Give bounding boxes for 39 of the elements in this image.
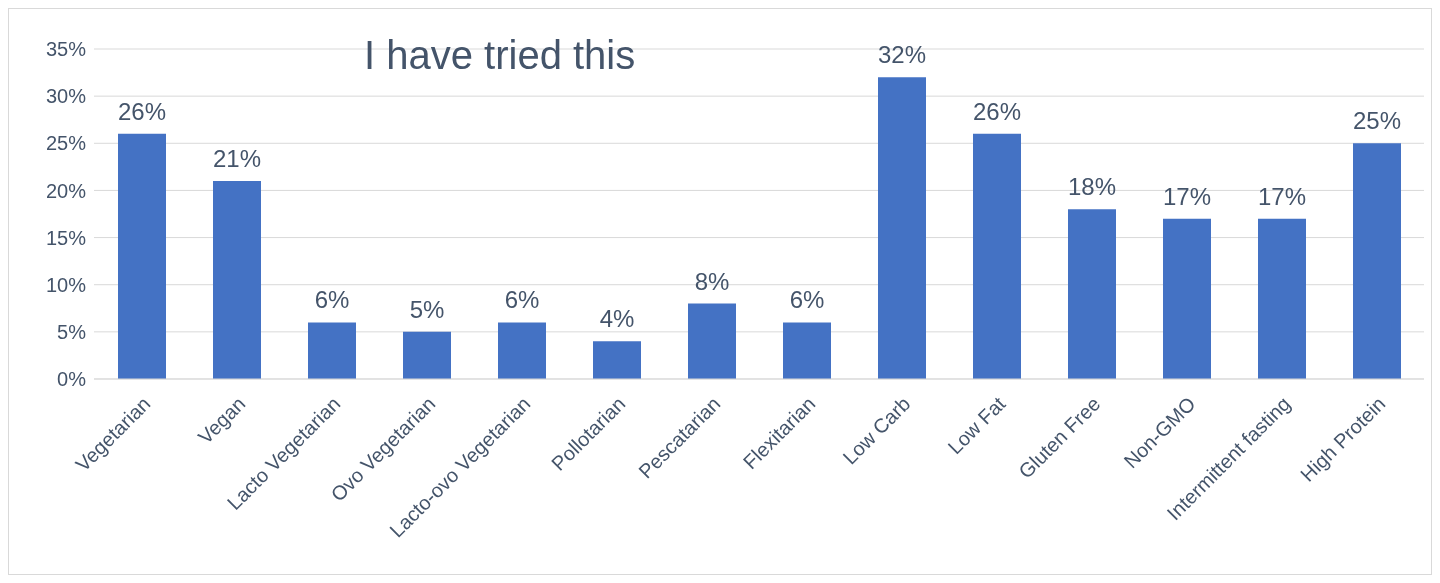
data-label: 8%: [694, 267, 730, 295]
bar: [783, 322, 831, 379]
x-tick-label: Low Carb: [838, 392, 915, 469]
y-tick-label: 20%: [45, 179, 87, 202]
bar: [213, 181, 261, 379]
bar: [498, 322, 546, 379]
y-tick-label: 0%: [57, 368, 87, 391]
y-tick-label: 30%: [45, 85, 87, 108]
bar: [1353, 143, 1401, 379]
data-label: 32%: [877, 41, 927, 69]
bar: [1068, 209, 1116, 379]
data-label: 5%: [409, 295, 445, 323]
data-label: 25%: [1352, 107, 1402, 135]
data-label: 4%: [599, 305, 635, 333]
data-label: 26%: [972, 97, 1022, 125]
bar: [403, 331, 451, 379]
data-label: 21%: [212, 145, 262, 172]
bar: [688, 303, 736, 379]
y-tick-label: 15%: [45, 226, 87, 249]
bar: [878, 77, 926, 379]
data-label: 17%: [1257, 182, 1307, 210]
data-label: 18%: [1067, 173, 1117, 201]
data-label: 26%: [117, 97, 167, 125]
data-label: 6%: [789, 286, 825, 314]
bar: [973, 133, 1021, 379]
chart-title: I have tried this: [364, 33, 636, 78]
data-label: 6%: [314, 286, 350, 314]
y-tick-label: 35%: [45, 38, 87, 61]
data-label: 17%: [1162, 182, 1212, 210]
y-tick-label: 10%: [45, 273, 87, 296]
bar: [1163, 218, 1211, 379]
bar: [118, 133, 166, 379]
data-label: 6%: [504, 286, 540, 314]
bar: [308, 322, 356, 379]
y-tick-label: 5%: [57, 320, 87, 343]
x-tick-label: Low Fat: [943, 392, 1010, 459]
bar: [593, 341, 641, 379]
y-tick-label: 25%: [45, 132, 87, 155]
bar: [1258, 218, 1306, 379]
